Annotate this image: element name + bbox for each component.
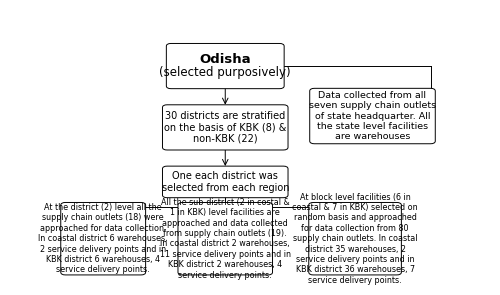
Text: At the district (2) level all the
supply chain outlets (18) were
approached for : At the district (2) level all the supply… [38,203,168,274]
Text: At block level facilities (6 in
coastal & 7 in KBK) selected on
random basis and: At block level facilities (6 in coastal … [292,193,418,285]
Text: (selected purposively): (selected purposively) [160,66,291,79]
Text: Data collected from all
seven supply chain outlets
of state headquarter. All
the: Data collected from all seven supply cha… [309,91,436,141]
FancyBboxPatch shape [310,88,436,144]
FancyBboxPatch shape [162,166,288,198]
Text: One each district was
selected from each region: One each district was selected from each… [162,171,289,193]
Text: Odisha: Odisha [200,53,251,66]
FancyBboxPatch shape [61,202,146,275]
FancyBboxPatch shape [166,43,284,89]
FancyBboxPatch shape [309,202,402,275]
FancyBboxPatch shape [178,202,272,275]
FancyBboxPatch shape [162,105,288,150]
Text: 30 districts are stratified
on the basis of KBK (8) &
non-KBK (22): 30 districts are stratified on the basis… [164,111,286,144]
Text: All the sub-district (2 in costal &
1 in KBK) level facilities are
approached an: All the sub-district (2 in costal & 1 in… [160,198,291,280]
